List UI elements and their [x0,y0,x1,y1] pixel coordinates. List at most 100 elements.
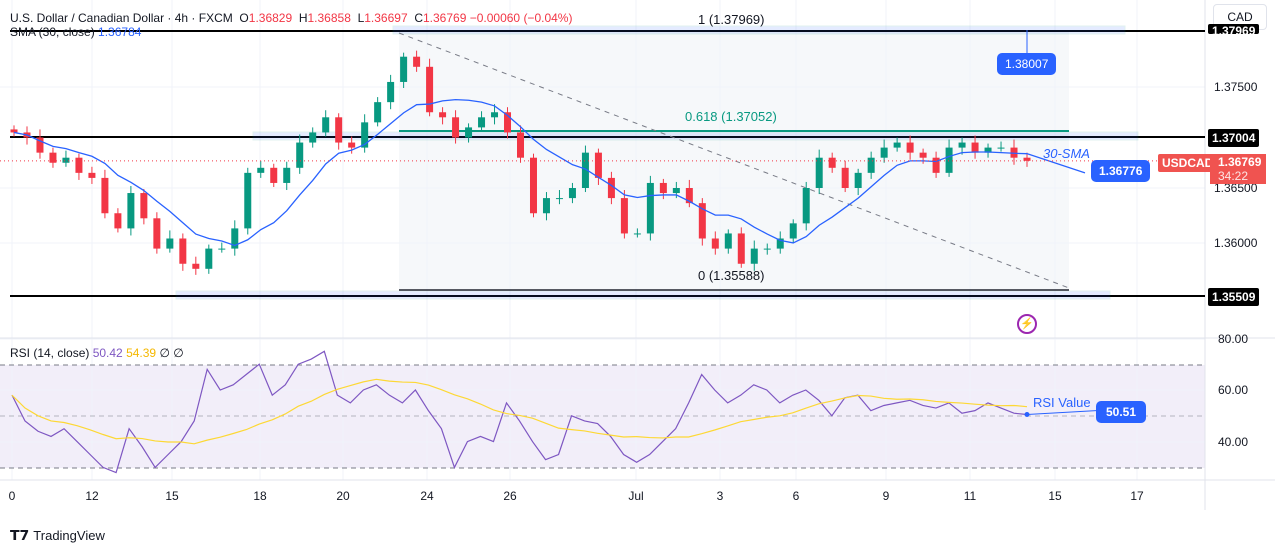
change-value: −0.00060 (−0.04%) [469,11,573,25]
candle-body [348,142,356,148]
candle-body [685,188,693,204]
time-tick-label: 24 [420,489,434,503]
time-tick-label: 11 [964,489,977,503]
candle-body [270,167,278,183]
candle-body [698,203,706,239]
candle-body [724,233,732,249]
low-value: 1.36697 [364,11,408,25]
candle-body [439,112,447,118]
candle-body [867,157,875,173]
candle-body [659,182,667,194]
rsi-empty-1: ∅ [159,346,170,360]
candle-body [945,147,953,173]
candle-body [529,157,537,214]
close-value: 1.36769 [422,11,467,25]
candle-body [114,213,122,229]
fib-level-618[interactable]: 0.618 (1.37052) [685,109,777,124]
candle-body [906,142,914,153]
candle-body [1023,157,1031,161]
candle-body [10,129,18,133]
candle-body [776,238,784,249]
low-label: L [357,11,365,25]
candle-body [646,182,654,234]
support-zone [175,290,1111,300]
candle-body [841,167,849,188]
symbol-legend: U.S. Dollar / Canadian Dollar · 4h · FXC… [10,11,572,25]
lightning-icon[interactable]: ⚡ [1017,314,1037,334]
candle-body [452,117,460,138]
high-value: 1.36858 [307,11,351,25]
time-tick-label: 15 [1048,489,1062,503]
candle-body [932,157,940,173]
time-tick-label: 0 [9,489,16,503]
sma-line [13,98,1086,247]
open-label: O [239,11,249,25]
candle-body [620,198,628,234]
time-tick-label: Jul [628,489,643,503]
candle-body [997,147,1005,149]
sma-annotation[interactable]: 30-SMA [1043,146,1090,161]
level-low-price-tag: 1.35509 [1208,288,1260,306]
price-tick-label: 1.36500 [1214,181,1258,195]
candle-body [335,117,343,143]
mid-zone [252,131,1139,141]
rsi-annotation[interactable]: RSI Value [1033,395,1091,410]
candle-body [789,223,797,239]
rsi-tick-label: 80.00 [1218,332,1248,346]
high-label: H [298,11,308,25]
candle-body [75,157,83,173]
candle-body [828,157,836,168]
candle-body [322,117,330,133]
candle-body [62,157,70,163]
candle-body [192,263,200,269]
candle-body [153,218,161,249]
candle-body [127,193,135,229]
rsi-callout-pointer [1026,410,1097,415]
candle-body [413,56,421,67]
rsi-ma-line [11,378,1028,445]
candle-body [581,152,589,188]
candle-body [283,167,291,183]
candle-body [984,147,992,153]
time-tick-label: 26 [503,489,517,503]
candle-body [400,56,408,82]
price-tick-label: 1.37500 [1214,80,1258,94]
candle-body [296,142,304,168]
candle-body [218,248,226,250]
fib-level-0[interactable]: 0 (1.35588) [698,268,765,283]
candle-body [36,137,44,153]
fib-zone [399,30,1069,291]
rsi-value-callout: 50.51 [1096,401,1147,423]
current-price-tag: 1.36769 34:22 [1210,154,1266,184]
level-mid-price-tag: 1.37004 [1208,129,1260,147]
tradingview-logo[interactable]: 𝗧𝟳 TradingView [10,527,105,544]
resistance-zone [392,25,1126,35]
rsi-ma-value: 54.39 [126,346,157,360]
rsi-value: 50.42 [92,346,123,360]
candle-body [140,193,148,219]
candle-body [465,127,473,138]
fib-level-1[interactable]: 1 (1.37969) [698,12,765,27]
candle-body [633,233,641,235]
candle-body [426,66,434,113]
candle-body [568,188,576,199]
candle-body [711,238,719,249]
candle-body [880,147,888,158]
sma-legend[interactable]: SMA (30, close) 1.36784 [10,25,141,39]
candle-body [205,248,213,269]
rsi-legend[interactable]: RSI (14, close) 50.42 54.39 ∅ ∅ [10,346,184,360]
time-tick-label: 15 [165,489,179,503]
candle-body [919,152,927,158]
chart-canvas[interactable]: 1.37500 1.36500 1.36000 80.00 60.00 40.00 0 12 1… [0,0,1275,520]
level-high-price-tag: 1.37969 [1208,24,1260,34]
candle-body [387,81,395,103]
candle-body [309,132,317,143]
candle-body [802,188,810,224]
time-tick-label: 17 [1130,489,1144,503]
time-tick-label: 12 [85,489,99,503]
price-callout: 1.38007 [997,53,1057,75]
candle-body [478,117,486,128]
open-value: 1.36829 [248,11,293,25]
candle-body [257,167,265,173]
candle-body [374,102,382,123]
